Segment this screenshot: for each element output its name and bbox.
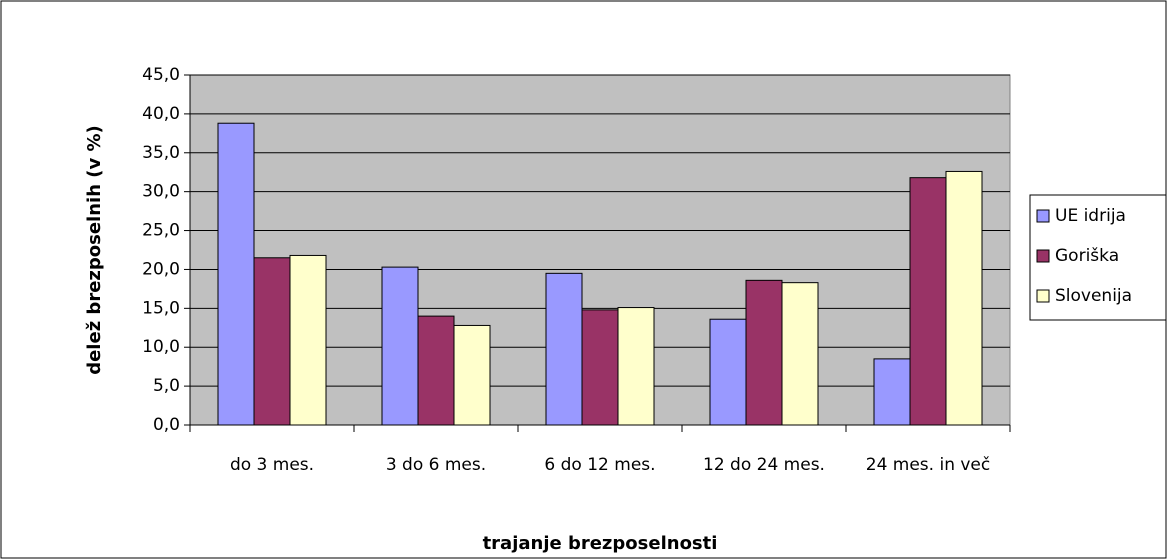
y-tick-label: 30,0 <box>142 182 180 202</box>
y-tick-label: 15,0 <box>142 298 180 318</box>
legend-label: Goriška <box>1055 246 1119 266</box>
y-tick-label: 40,0 <box>142 104 180 124</box>
legend-swatch <box>1036 289 1050 303</box>
bar <box>453 324 491 426</box>
bar <box>745 279 783 426</box>
x-axis-title: trajanje brezposelnosti <box>483 533 718 554</box>
y-tick-label: 5,0 <box>153 376 180 396</box>
bar <box>709 318 747 426</box>
x-tick-label: 3 do 6 mes. <box>385 455 487 475</box>
bar <box>909 177 947 426</box>
legend-swatch <box>1036 249 1050 263</box>
y-tick-label: 35,0 <box>142 143 180 163</box>
y-tick-label: 0,0 <box>153 415 180 435</box>
bar <box>617 307 655 426</box>
legend-box <box>1029 194 1167 321</box>
bar <box>945 170 983 426</box>
y-axis-title: delež brezposelnih (v %) <box>84 125 105 375</box>
bar <box>417 315 455 426</box>
y-tick-label: 20,0 <box>142 259 180 279</box>
legend-swatch <box>1036 209 1050 223</box>
x-tick-label: 24 mes. in več <box>865 455 991 475</box>
bar <box>381 266 419 426</box>
bar <box>781 282 819 426</box>
bar <box>253 257 291 426</box>
x-tick-label: 6 do 12 mes. <box>544 455 656 475</box>
legend-label: Slovenija <box>1055 286 1132 306</box>
bar <box>581 309 619 426</box>
x-tick-label: do 3 mes. <box>229 455 315 475</box>
y-tick-label: 45,0 <box>142 65 180 85</box>
legend-label: UE idrija <box>1055 206 1126 226</box>
bar <box>873 358 911 426</box>
x-tick-label: 12 do 24 mes. <box>703 455 825 475</box>
bar <box>289 254 327 426</box>
bar <box>217 122 255 426</box>
y-tick-label: 10,0 <box>142 337 180 357</box>
bar <box>545 272 583 426</box>
y-tick-label: 25,0 <box>142 221 180 241</box>
